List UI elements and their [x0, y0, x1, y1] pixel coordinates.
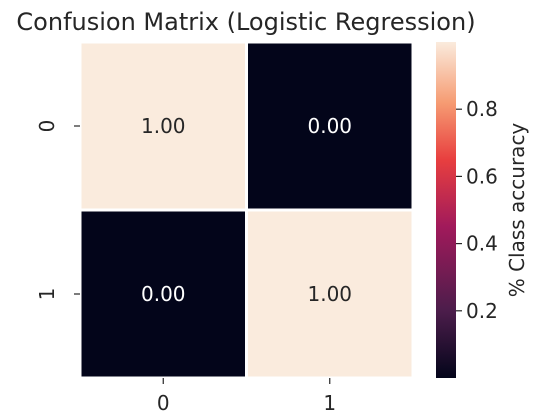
- colorbar-gradient: [436, 42, 456, 378]
- heatmap-cell: [245, 208, 415, 380]
- y-axis-ticks: 01: [35, 120, 80, 301]
- colorbar: 0.2 0.4 0.6 0.8 % Class accuracy: [436, 42, 529, 378]
- y-tick-label: 0: [35, 120, 59, 133]
- colorbar-label: % Class accuracy: [505, 123, 529, 298]
- colorbar-tick-label: 0.6: [466, 164, 498, 188]
- colorbar-tick-label: 0.4: [466, 232, 498, 256]
- colorbar-tick-label: 0.2: [466, 299, 498, 323]
- y-tick-label: 1: [35, 288, 59, 301]
- cell-value-label: 0.00: [141, 282, 186, 306]
- x-tick-label: 0: [157, 391, 170, 415]
- heatmap-cell: [78, 208, 248, 380]
- cell-value-label: 1.00: [141, 114, 186, 138]
- heatmap-cell: [245, 40, 415, 212]
- cell-value-label: 1.00: [307, 282, 352, 306]
- x-tick-label: 1: [323, 391, 336, 415]
- heatmap-cell: [78, 40, 248, 212]
- chart-title: Confusion Matrix (Logistic Regression): [16, 8, 475, 36]
- cell-value-label: 0.00: [307, 114, 352, 138]
- heatmap-cells: 1.00 0.00 0.00 1.00: [78, 40, 415, 380]
- colorbar-tick-label: 0.8: [466, 97, 498, 121]
